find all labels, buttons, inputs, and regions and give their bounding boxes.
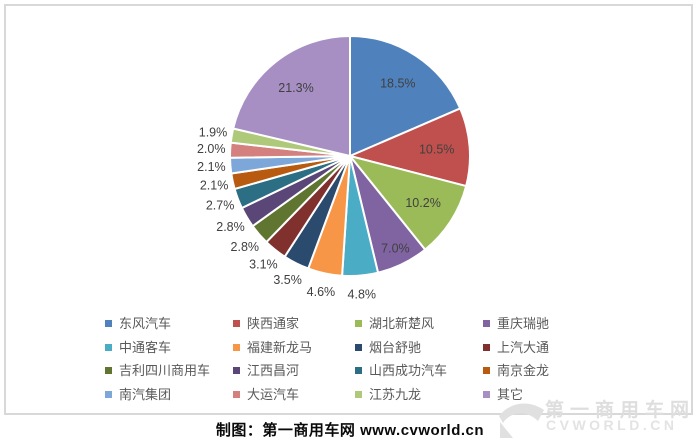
legend-label-5: 福建新龙马 [247,339,313,355]
legend-item-1: 陕西通家 [233,317,355,330]
legend-marker-5 [233,343,240,351]
pie-slice-2 [347,154,468,252]
legend-marker-1 [233,320,240,328]
watermark-site-url: CVWORLD.CN [546,417,678,433]
legend-marker-2 [355,320,362,328]
pie-label-2: 10.2% [405,196,440,210]
legend-marker-13 [233,390,240,398]
legend-label-0: 东风汽车 [119,316,172,332]
legend-marker-8 [105,367,112,375]
legend-item-5: 福建新龙马 [233,341,355,354]
legend-item-0: 东风汽车 [105,317,233,330]
legend-item-3: 重庆瑞驰 [483,317,623,330]
pie-label-15: 21.3% [278,81,313,95]
legend-item-7: 上汽大通 [483,341,623,354]
pie-label-1: 10.5% [419,142,454,156]
legend-item-12: 南汽集团 [105,388,233,401]
pie-label-0: 18.5% [380,76,415,90]
pie-label-3: 7.0% [381,242,410,256]
pie-label-14: 1.9% [199,125,228,139]
legend-label-10: 山西成功汽车 [369,363,448,379]
legend-label-13: 大运汽车 [247,386,300,402]
pie-label-4: 4.8% [348,288,377,302]
legend-marker-0 [105,320,112,328]
legend-label-8: 吉利四川商用车 [119,363,211,379]
pie-label-12: 2.1% [197,160,226,174]
legend-item-14: 江苏九龙 [355,388,483,401]
legend-item-4: 中通客车 [105,341,233,354]
pie-label-10: 2.7% [206,198,235,212]
legend-item-8: 吉利四川商用车 [105,364,233,377]
legend-label-15: 其它 [497,386,524,402]
pie-label-13: 2.0% [197,142,226,156]
watermark: 第一商用车网 CVWORLD.CN [497,392,697,440]
chart-caption: 制图：第一商用车网 www.cvworld.cn [215,422,485,439]
legend-label-12: 南汽集团 [119,386,172,402]
legend-item-15: 其它 [483,388,623,401]
legend-marker-7 [483,343,490,351]
legend-marker-6 [355,343,362,351]
legend-label-11: 南京金龙 [497,363,550,379]
legend-item-9: 江西昌河 [233,364,355,377]
legend-item-6: 烟台舒驰 [355,341,483,354]
chart-legend: 东风汽车 陕西通家 湖北新楚风 重庆瑞驰中通客车 福建新龙马 烟台舒驰 上汽大通吉利四川商用… [105,312,650,406]
legend-label-6: 烟台舒驰 [369,339,422,355]
pie-label-11: 2.1% [200,178,229,192]
pie-slice-1 [346,107,471,188]
legend-label-1: 陕西通家 [247,316,300,332]
legend-item-10: 山西成功汽车 [355,364,483,377]
pie-label-6: 3.5% [273,273,302,287]
legend-label-3: 重庆瑞驰 [497,316,550,332]
pie-slice-0 [349,34,462,158]
pie-slice-15 [231,34,351,158]
pie-label-5: 4.6% [307,285,336,299]
watermark-swoosh-icon [499,403,544,438]
legend-label-2: 湖北新楚风 [369,316,435,332]
legend-label-7: 上汽大通 [497,339,550,355]
pie-label-9: 2.8% [216,220,245,234]
legend-item-11: 南京金龙 [483,364,623,377]
legend-marker-9 [233,367,240,375]
legend-label-4: 中通客车 [119,339,172,355]
legend-label-9: 江西昌河 [247,363,300,379]
legend-marker-15 [483,390,490,398]
pie-label-7: 3.1% [249,258,278,272]
watermark-site-name: 第一商用车网 [545,400,696,421]
legend-marker-12 [105,390,112,398]
legend-item-2: 湖北新楚风 [355,317,483,330]
legend-item-13: 大运汽车 [233,388,355,401]
legend-marker-4 [105,343,112,351]
legend-marker-3 [483,320,490,328]
legend-marker-10 [355,367,362,375]
pie-label-8: 2.8% [231,240,260,254]
legend-label-14: 江苏九龙 [369,386,422,402]
legend-marker-11 [483,367,490,375]
legend-marker-14 [355,390,362,398]
